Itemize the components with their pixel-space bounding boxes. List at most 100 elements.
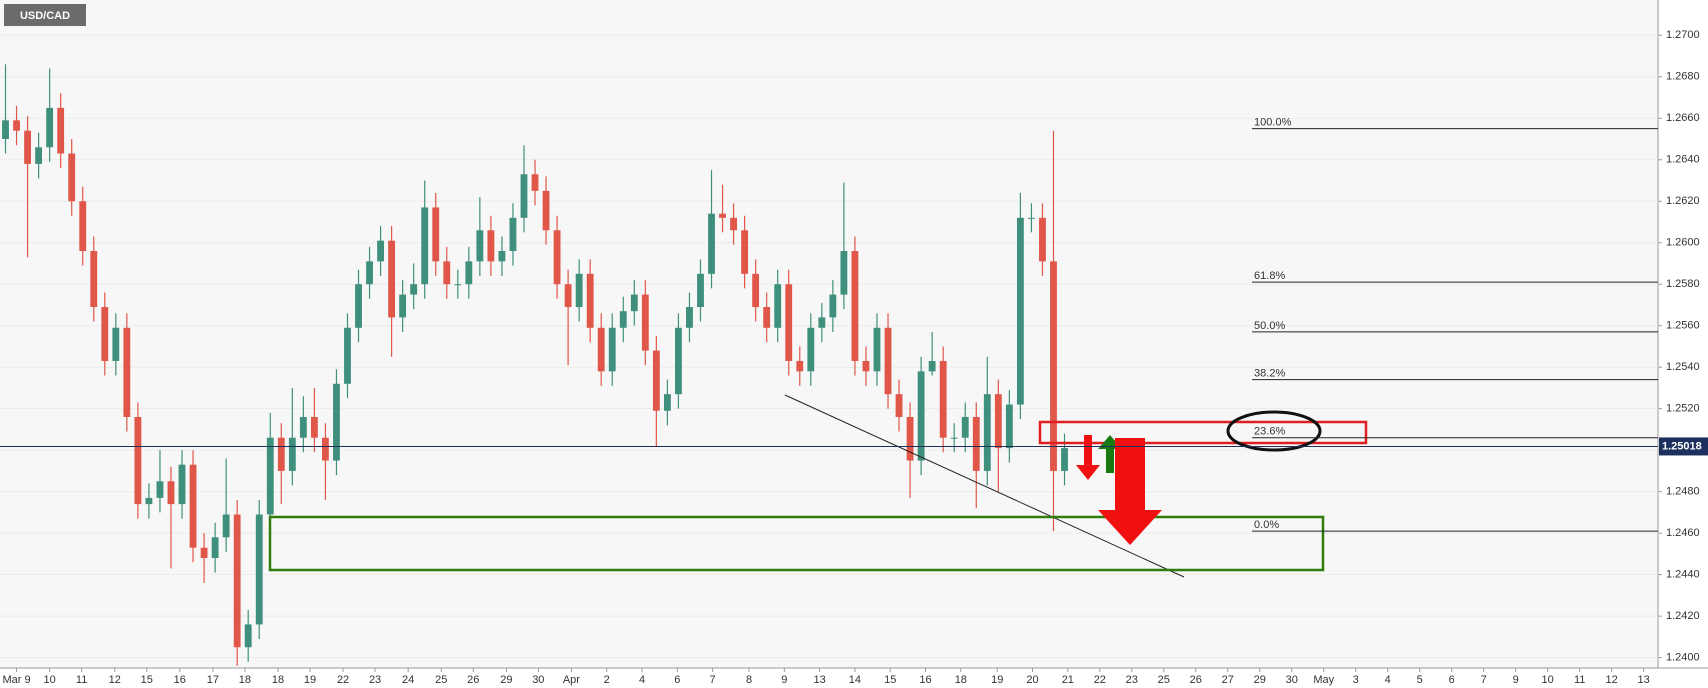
candle-body	[862, 360, 870, 372]
x-tick-label: 18	[239, 674, 251, 686]
candle-body	[123, 327, 131, 417]
candle-body	[432, 207, 440, 262]
candle-body	[189, 464, 197, 548]
y-tick-label: 1.2560	[1666, 320, 1700, 332]
y-tick-label: 1.2540	[1666, 361, 1700, 373]
candle-body	[288, 437, 296, 471]
grid	[0, 34, 1658, 659]
candle-body	[531, 174, 539, 191]
candle-body	[443, 261, 451, 285]
fib-label: 50.0%	[1254, 320, 1285, 332]
x-tick-label: 15	[884, 674, 896, 686]
candle-body	[652, 350, 660, 411]
y-tick-label: 1.2700	[1666, 29, 1700, 41]
x-tick-label: 10	[44, 674, 56, 686]
chart-title: USD/CAD	[20, 10, 70, 22]
candle-body	[266, 437, 274, 515]
x-tick-label: 16	[919, 674, 931, 686]
candle-body	[1039, 217, 1046, 262]
candle-body	[851, 251, 859, 361]
y-tick-label: 1.2660	[1666, 112, 1700, 124]
candle-body	[277, 437, 285, 471]
candle-body	[994, 394, 1002, 449]
highlight-ellipse	[1226, 410, 1322, 452]
candle-body	[454, 284, 462, 286]
candle-body	[1061, 448, 1068, 471]
candle-body	[961, 416, 969, 438]
candle-body	[57, 107, 65, 154]
candle-body	[355, 284, 362, 328]
candle-body	[873, 327, 881, 372]
x-tick-label: 18	[272, 674, 284, 686]
candle-body	[90, 251, 98, 308]
x-tick-label: 30	[532, 674, 544, 686]
fib-label: 38.2%	[1254, 368, 1285, 380]
candle-body	[344, 327, 351, 384]
x-tick-label: 20	[1026, 674, 1038, 686]
x-tick-label: 24	[402, 674, 414, 686]
x-tick-label: 12	[1606, 674, 1618, 686]
candle-body	[388, 240, 396, 318]
candle-body	[741, 230, 749, 274]
candle-body	[487, 230, 495, 262]
candle-body	[939, 360, 947, 438]
price-axis-area	[1658, 0, 1708, 688]
candle-body	[542, 190, 550, 231]
candle-body	[708, 213, 715, 274]
symbol-badge	[4, 4, 86, 26]
candle-body	[79, 201, 87, 252]
y-tick-label: 1.2440	[1666, 569, 1700, 581]
x-tick-label: 6	[674, 674, 680, 686]
candle-body	[1005, 404, 1013, 449]
candle-body	[917, 371, 925, 461]
x-tick-label: 15	[141, 674, 153, 686]
candle-body	[884, 327, 892, 395]
x-tick-label: 26	[467, 674, 479, 686]
candle-body	[178, 464, 186, 505]
x-tick-label: 14	[849, 674, 861, 686]
candles	[2, 64, 1068, 666]
y-tick-label: 1.2400	[1666, 652, 1700, 664]
candle-body	[840, 251, 848, 295]
down-arrow-small	[1076, 435, 1100, 480]
candle-body	[299, 416, 307, 438]
x-tick-label: 9	[1513, 674, 1519, 686]
candle-body	[410, 284, 418, 295]
candle-body	[972, 416, 980, 471]
candle-body	[255, 514, 263, 625]
candle-body	[906, 416, 914, 461]
x-tick-label: 10	[1542, 674, 1554, 686]
candle-body	[818, 317, 826, 328]
x-tick-label: 21	[1062, 674, 1074, 686]
candle-body	[2, 120, 9, 139]
x-tick-label: 25	[435, 674, 447, 686]
fib-label: 0.0%	[1254, 519, 1279, 531]
candle-body	[101, 307, 109, 361]
x-tick-label: 29	[500, 674, 512, 686]
x-tick-label: 2	[604, 674, 610, 686]
x-tick-label: 5	[1417, 674, 1423, 686]
candle-body	[377, 240, 384, 262]
candle-body	[597, 327, 605, 372]
candle-body	[564, 284, 572, 308]
x-tick-label: 29	[1254, 674, 1266, 686]
candle-body	[752, 273, 760, 308]
x-tick-label: 13	[1638, 674, 1650, 686]
resistance-box	[1038, 420, 1368, 445]
candle-body	[520, 174, 528, 218]
candle-body	[200, 547, 208, 559]
candle-body	[730, 217, 737, 231]
y-tick-label: 1.2640	[1666, 154, 1700, 166]
candle-body	[145, 497, 153, 505]
candle-body	[807, 327, 815, 372]
x-tick-label: 26	[1190, 674, 1202, 686]
y-tick-label: 1.2580	[1666, 278, 1700, 290]
candle-body	[465, 261, 473, 285]
candle-body	[763, 307, 771, 328]
candle-body	[333, 383, 340, 461]
y-tick-label: 1.2520	[1666, 403, 1700, 415]
candle-body	[421, 207, 429, 285]
candle-body	[156, 481, 164, 498]
candle-body	[1028, 217, 1035, 219]
